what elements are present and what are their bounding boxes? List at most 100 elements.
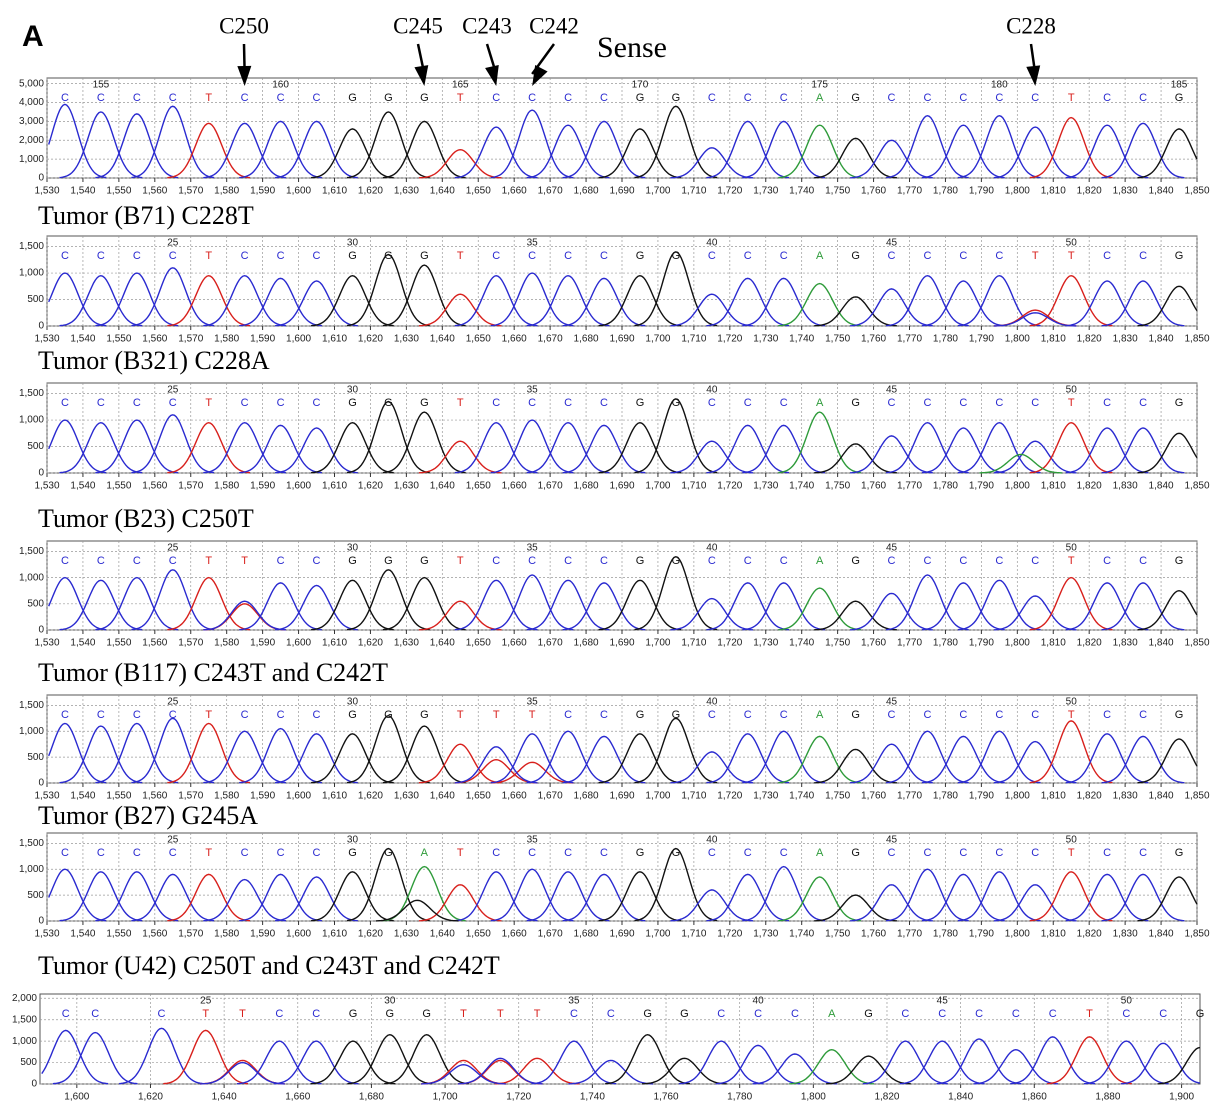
base-call: C (313, 397, 321, 409)
x-tick-label: 1,640 (430, 334, 455, 345)
base-call: C (888, 250, 896, 262)
x-tick-label: 1,550 (106, 638, 131, 649)
x-tick-label: 1,670 (538, 638, 563, 649)
x-tick-label: 1,700 (645, 638, 670, 649)
base-call: C (780, 397, 788, 409)
x-tick-label: 1,540 (70, 334, 95, 345)
x-tick-label: 1,690 (609, 791, 634, 802)
position-label: 25 (200, 996, 212, 1007)
x-tick-label: 1,670 (538, 186, 563, 197)
x-tick-label: 1,720 (717, 929, 742, 940)
x-tick-label: 1,790 (969, 334, 994, 345)
base-call: C (780, 250, 788, 262)
position-label: 170 (632, 80, 649, 91)
panel-title: Sense (597, 31, 667, 64)
position-label: 35 (568, 996, 580, 1007)
base-call: C (717, 1008, 725, 1020)
position-label: 35 (527, 543, 539, 554)
base-call: T (1068, 92, 1075, 104)
x-tick-label: 1,700 (645, 929, 670, 940)
x-tick-label: 1,700 (645, 334, 670, 345)
x-tick-label: 1,580 (214, 186, 239, 197)
x-tick-label: 1,840 (948, 1092, 973, 1103)
y-tick-label: 1,000 (19, 726, 44, 737)
base-call: G (643, 1008, 652, 1020)
x-tick-label: 1,670 (538, 481, 563, 492)
x-tick-label: 1,610 (322, 481, 347, 492)
base-call: C (564, 847, 572, 859)
x-tick-label: 1,720 (717, 186, 742, 197)
position-label: 45 (886, 697, 898, 708)
x-tick-label: 1,590 (250, 481, 275, 492)
x-tick-label: 1,680 (574, 481, 599, 492)
x-tick-label: 1,680 (574, 186, 599, 197)
base-call: C (62, 1008, 70, 1020)
position-label: 50 (1121, 996, 1133, 1007)
base-call: C (133, 847, 141, 859)
y-tick-label: 1,500 (19, 388, 44, 399)
x-tick-label: 1,630 (394, 481, 419, 492)
base-call: T (493, 709, 500, 721)
base-call: T (457, 709, 464, 721)
x-tick-label: 1,660 (502, 334, 527, 345)
y-tick-label: 1,000 (19, 154, 44, 165)
base-call: C (277, 397, 285, 409)
base-call: A (421, 847, 429, 859)
base-call: G (348, 709, 357, 721)
y-tick-label: 1,000 (19, 268, 44, 279)
base-call: C (564, 555, 572, 567)
x-tick-label: 1,630 (394, 638, 419, 649)
base-call: C (313, 555, 321, 567)
x-tick-label: 1,780 (933, 929, 958, 940)
base-call: T (457, 847, 464, 859)
figure: A Sense1,5301,5401,5501,5601,5701,5801,5… (0, 0, 1216, 1106)
base-call: C (744, 709, 752, 721)
base-call: A (816, 847, 824, 859)
x-tick-label: 1,660 (502, 929, 527, 940)
position-label: 30 (347, 835, 359, 846)
base-call: C (995, 92, 1003, 104)
x-tick-label: 1,540 (70, 638, 95, 649)
base-call: A (816, 709, 824, 721)
x-tick-label: 1,850 (1184, 334, 1209, 345)
position-label: 25 (167, 697, 179, 708)
base-call: C (1103, 397, 1111, 409)
y-tick-label: 0 (38, 916, 44, 927)
x-tick-label: 1,690 (609, 638, 634, 649)
base-call: C (600, 847, 608, 859)
x-tick-label: 1,650 (466, 929, 491, 940)
base-call: C (708, 250, 716, 262)
panel-title: Tumor (B321) C228A (38, 346, 270, 375)
base-call: C (754, 1008, 762, 1020)
base-call: C (780, 709, 788, 721)
base-call: T (205, 250, 212, 262)
position-label: 40 (706, 697, 718, 708)
position-label: 45 (886, 238, 898, 249)
x-tick-label: 1,560 (142, 334, 167, 345)
base-call: C (744, 92, 752, 104)
x-tick-label: 1,840 (1149, 186, 1174, 197)
x-tick-label: 1,800 (1005, 186, 1030, 197)
position-label: 45 (886, 385, 898, 396)
x-tick-label: 1,720 (717, 791, 742, 802)
base-call: A (816, 92, 824, 104)
base-call: T (529, 709, 536, 721)
base-call: C (313, 250, 321, 262)
base-call: G (1175, 847, 1184, 859)
base-call: T (460, 1008, 467, 1020)
base-call: T (241, 555, 248, 567)
x-tick-label: 1,680 (574, 334, 599, 345)
base-call: C (61, 397, 69, 409)
x-tick-label: 1,820 (1077, 186, 1102, 197)
x-tick-label: 1,750 (825, 186, 850, 197)
x-tick-label: 1,700 (645, 186, 670, 197)
base-call: C (528, 847, 536, 859)
x-tick-label: 1,540 (70, 186, 95, 197)
base-call: C (959, 250, 967, 262)
position-label: 30 (347, 697, 359, 708)
x-tick-label: 1,670 (538, 791, 563, 802)
annotation-label: C242 (529, 13, 579, 38)
base-call: C (277, 92, 285, 104)
x-tick-label: 1,620 (138, 1092, 163, 1103)
position-label: 25 (167, 543, 179, 554)
